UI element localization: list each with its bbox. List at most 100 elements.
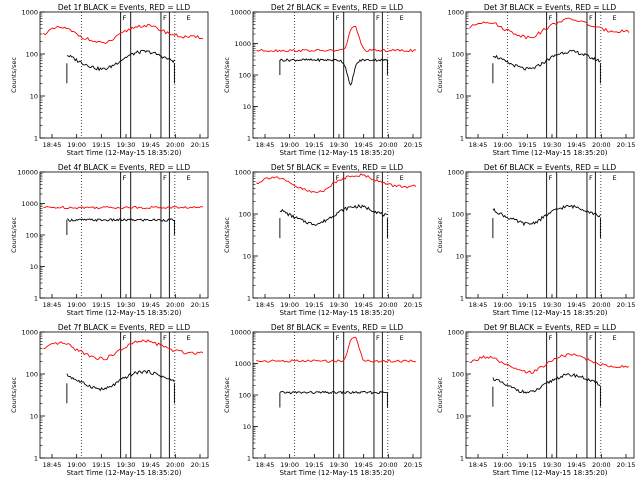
events-series-line — [492, 204, 601, 227]
marker-label: F — [376, 14, 380, 22]
y-axis-label: Counts/sec — [10, 217, 18, 253]
x-tick-label: 18:45 — [469, 141, 488, 149]
x-tick-label: 19:15 — [305, 301, 324, 309]
y-tick-label: 1 — [34, 295, 38, 303]
x-tick-label: 18:45 — [256, 141, 275, 149]
y-tick-label: 10 — [243, 103, 251, 111]
x-axis-label: Start Time (12-May-15 18:35:20) — [279, 469, 394, 477]
y-tick-label: 100 — [239, 392, 251, 400]
panel-title: Det 9f BLACK = Events, RED = LLD — [484, 323, 617, 332]
y-tick-label: 1 — [460, 135, 464, 143]
panel-p8: Det 8f BLACK = Events, RED = LLD 1 10 100 10… — [223, 323, 422, 477]
x-tick-label: 19:30 — [330, 301, 349, 309]
y-tick-label: 100 — [452, 51, 464, 59]
y-tick-label: 1 — [34, 455, 38, 463]
x-axis-label: Start Time (12-May-15 18:35:20) — [66, 469, 181, 477]
y-tick-label: 1000 — [21, 9, 38, 17]
x-tick-label: 19:00 — [67, 301, 86, 309]
events-series-line — [492, 372, 601, 394]
x-axis-label: Start Time (12-May-15 18:35:20) — [492, 149, 607, 157]
y-tick-label: 1 — [247, 455, 251, 463]
x-tick-label: 19:45 — [354, 141, 373, 149]
events-series-line — [279, 390, 388, 395]
y-tick-label: 1000 — [447, 9, 464, 17]
marker-label: F — [549, 334, 553, 342]
y-tick-label: 1 — [460, 455, 464, 463]
plot-frame — [465, 331, 635, 459]
x-tick-label: 20:15 — [191, 301, 210, 309]
y-tick-label: 1000 — [234, 360, 251, 368]
x-tick-label: 20:00 — [592, 301, 611, 309]
x-tick-label: 19:30 — [330, 141, 349, 149]
marker-label: E — [399, 174, 403, 182]
panel-p5: Det 5f BLACK = Events, RED = LLD 1 10 100 10… — [223, 163, 422, 317]
y-tick-label: 10 — [243, 253, 251, 261]
lld-series-line — [43, 205, 204, 210]
marker-label: F — [163, 14, 167, 22]
x-tick-label: 19:45 — [141, 141, 160, 149]
marker-label: F — [549, 174, 553, 182]
y-tick-label: 10000 — [17, 169, 38, 177]
y-tick-label: 10 — [30, 263, 38, 271]
x-axis-label: Start Time (12-May-15 18:35:20) — [279, 149, 394, 157]
y-tick-label: 100 — [239, 72, 251, 80]
x-tick-label: 20:15 — [404, 141, 423, 149]
y-tick-label: 10 — [30, 413, 38, 421]
events-series-line — [66, 49, 175, 72]
plot-frame — [39, 11, 209, 139]
x-axis-label: Start Time (12-May-15 18:35:20) — [279, 309, 394, 317]
x-axis-label: Start Time (12-May-15 18:35:20) — [66, 149, 181, 157]
marker-label: F — [336, 334, 340, 342]
panel-p1: Det 1f BLACK = Events, RED = LLD 1 10 100 10… — [10, 3, 209, 157]
x-tick-label: 19:45 — [567, 141, 586, 149]
x-tick-label: 18:45 — [469, 301, 488, 309]
y-tick-label: 1 — [460, 295, 464, 303]
x-tick-label: 20:15 — [617, 141, 636, 149]
events-series-line — [279, 57, 388, 86]
panel-title: Det 1f BLACK = Events, RED = LLD — [58, 3, 191, 12]
marker-label: F — [123, 334, 127, 342]
marker-label: E — [186, 334, 190, 342]
marker-label: F — [549, 14, 553, 22]
panel-p3: Det 3f BLACK = Events, RED = LLD 1 10 100 10… — [436, 3, 635, 157]
y-tick-label: 100 — [26, 232, 38, 240]
x-tick-label: 19:30 — [117, 461, 136, 469]
marker-label: E — [612, 174, 616, 182]
marker-label: F — [163, 334, 167, 342]
lld-series-line — [469, 17, 630, 40]
plot-frame — [465, 171, 635, 299]
marker-label: E — [186, 14, 190, 22]
x-tick-label: 19:00 — [280, 301, 299, 309]
marker-label: E — [612, 334, 616, 342]
panel-title: Det 8f BLACK = Events, RED = LLD — [271, 323, 404, 332]
y-tick-label: 1000 — [21, 329, 38, 337]
x-tick-label: 19:15 — [92, 301, 111, 309]
x-tick-label: 18:45 — [469, 461, 488, 469]
x-tick-label: 20:15 — [191, 141, 210, 149]
panel-p6: Det 6f BLACK = Events, RED = LLD 1 10 100 10… — [436, 163, 635, 317]
x-tick-label: 19:15 — [305, 461, 324, 469]
y-axis-label: Counts/sec — [10, 377, 18, 413]
lld-series-line — [469, 353, 630, 375]
plot-frame — [252, 171, 422, 299]
x-tick-label: 19:30 — [117, 301, 136, 309]
marker-label: E — [399, 334, 403, 342]
events-series-line — [66, 369, 175, 392]
x-axis-label: Start Time (12-May-15 18:35:20) — [492, 309, 607, 317]
marker-label: F — [589, 334, 593, 342]
panel-title: Det 2f BLACK = Events, RED = LLD — [271, 3, 404, 12]
x-tick-label: 19:45 — [567, 301, 586, 309]
y-tick-label: 100 — [452, 371, 464, 379]
y-tick-label: 10000 — [230, 9, 251, 17]
x-tick-label: 19:15 — [92, 461, 111, 469]
x-tick-label: 20:00 — [166, 461, 185, 469]
y-tick-label: 1 — [34, 135, 38, 143]
y-tick-label: 10 — [30, 93, 38, 101]
marker-label: F — [589, 14, 593, 22]
y-tick-label: 100 — [239, 211, 251, 219]
x-tick-label: 20:00 — [592, 461, 611, 469]
plot-frame — [39, 331, 209, 459]
x-tick-label: 19:00 — [67, 461, 86, 469]
